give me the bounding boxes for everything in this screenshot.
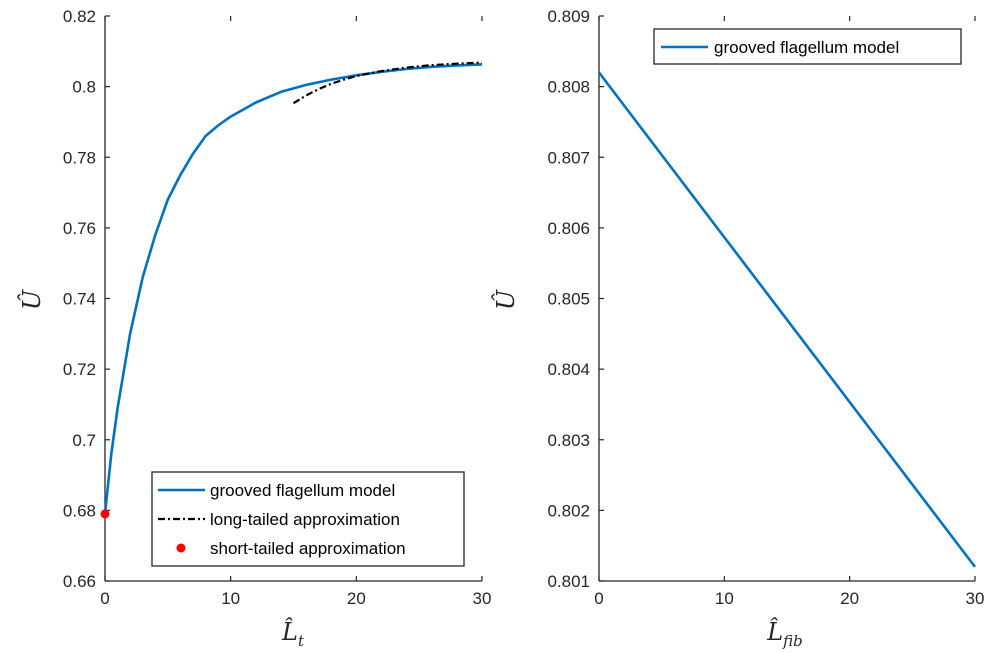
left-x-tick-label: 10 (221, 589, 240, 608)
right-x-tick-label: 20 (840, 589, 859, 608)
left-legend-label-short-tailed: short-tailed approximation (210, 539, 406, 558)
left-x-axis-label-main: L̂ (281, 618, 298, 646)
right-legend: grooved flagellum model (654, 29, 961, 64)
right-y-tick-label: 0.808 (547, 78, 590, 97)
right-y-tick-label: 0.805 (547, 290, 590, 309)
right-y-tick-label: 0.806 (547, 219, 590, 238)
right-chart: 0 10 20 30 0.801 0.802 0.803 0.804 0.805 0.806 0.8… (491, 7, 984, 650)
right-y-tick-label: 0.801 (547, 572, 590, 591)
left-x-axis-label-sub: t (298, 632, 305, 650)
left-x-tick-label: 0 (100, 589, 109, 608)
left-y-tick-label: 0.66 (63, 572, 96, 591)
left-short-tailed-approximation-point (101, 509, 110, 518)
right-x-tick-label: 30 (966, 589, 985, 608)
right-y-tick-label: 0.804 (547, 360, 590, 379)
left-legend-marker-short-tailed (177, 544, 186, 553)
right-y-axis-label: Û (491, 289, 520, 310)
left-legend-label-long-tailed: long-tailed approximation (210, 510, 400, 529)
left-chart: 0 10 20 30 0.66 0.68 0.7 0.72 0.74 0.76 0.78 0.8 0.8… (17, 7, 491, 650)
right-x-axis-label-sub: fib (782, 632, 803, 650)
left-y-tick-label: 0.76 (63, 219, 96, 238)
right-y-tick-label: 0.802 (547, 501, 590, 520)
right-y-tick-label: 0.803 (547, 431, 590, 450)
right-y-tick-label: 0.807 (547, 148, 590, 167)
right-x-axis-label-main: L̂ (766, 618, 783, 646)
left-x-tick-label: 30 (473, 589, 492, 608)
left-x-axis-label: L̂t (281, 618, 305, 650)
right-x-tick-label: 0 (594, 589, 603, 608)
right-y-tick-label: 0.809 (547, 7, 590, 26)
left-y-tick-label: 0.82 (63, 7, 96, 26)
left-x-tick-label: 20 (347, 589, 366, 608)
right-x-tick-label: 10 (715, 589, 734, 608)
left-y-tick-label: 0.78 (63, 148, 96, 167)
left-y-tick-label: 0.8 (72, 78, 96, 97)
right-plot-area (599, 16, 975, 581)
left-y-tick-label: 0.7 (72, 431, 96, 450)
left-y-tick-label: 0.68 (63, 501, 96, 520)
left-y-tick-label: 0.74 (63, 290, 96, 309)
right-x-axis-label: L̂fib (766, 618, 803, 650)
left-y-tick-label: 0.72 (63, 360, 96, 379)
right-legend-label-grooved: grooved flagellum model (714, 38, 899, 57)
left-y-axis-label: Û (17, 289, 46, 310)
left-legend: grooved flagellum model long-tailed appr… (152, 472, 464, 566)
left-legend-label-grooved: grooved flagellum model (210, 481, 395, 500)
